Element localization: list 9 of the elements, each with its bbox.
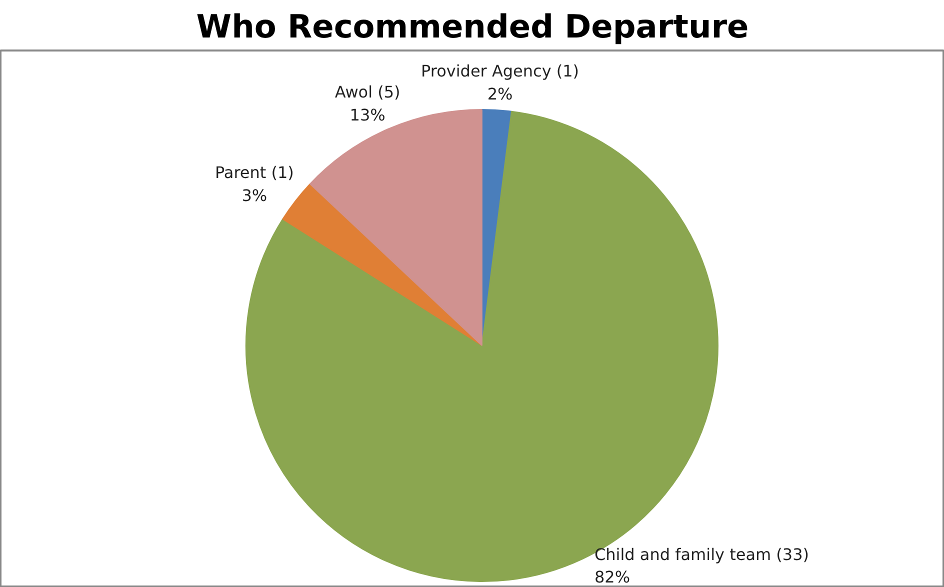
chart-title: Who Recommended Departure (196, 8, 749, 46)
data-label: 2% (487, 84, 513, 104)
slice-label: Awol (5) (334, 82, 400, 102)
data-label: 3% (242, 186, 268, 205)
slice-label: Provider Agency (1) (420, 61, 580, 80)
slice-label: Child and family team (33) (594, 544, 810, 564)
slice-label: Parent (1) (214, 162, 294, 182)
data-label: 82% (594, 568, 630, 587)
data-label: 13% (350, 105, 386, 124)
